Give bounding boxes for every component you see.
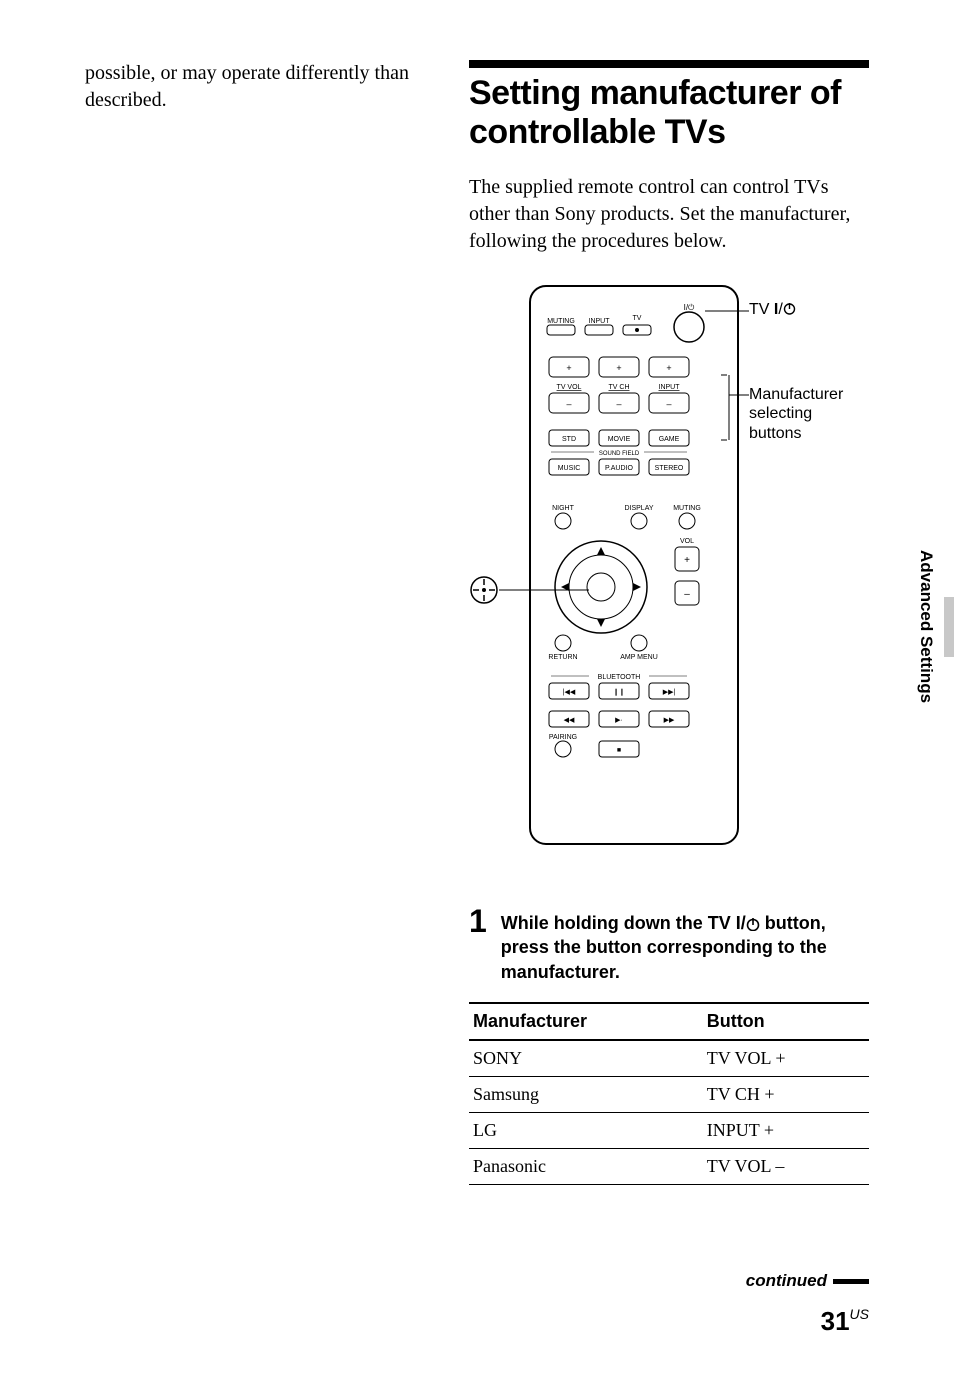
cell-mfr: SONY	[469, 1040, 703, 1077]
cell-btn: INPUT +	[703, 1113, 869, 1149]
svg-text:■: ■	[617, 747, 621, 754]
svg-text:▶·: ▶·	[615, 717, 623, 724]
svg-text:P.AUDIO: P.AUDIO	[605, 465, 633, 472]
cell-mfr: Samsung	[469, 1077, 703, 1113]
continued-bar	[833, 1279, 869, 1284]
svg-text:INPUT: INPUT	[589, 318, 611, 325]
table-row: Panasonic TV VOL –	[469, 1149, 869, 1185]
svg-text:MUTING: MUTING	[547, 318, 575, 325]
svg-text:MUSIC: MUSIC	[558, 465, 581, 472]
svg-text:SOUND FIELD: SOUND FIELD	[599, 451, 640, 457]
svg-text:TV CH: TV CH	[609, 384, 630, 391]
cell-mfr: Panasonic	[469, 1149, 703, 1185]
label-mfr-buttons: Manufacturer selecting buttons	[749, 385, 869, 443]
svg-text:INPUT: INPUT	[659, 384, 681, 391]
side-tab-marker	[944, 597, 954, 657]
svg-text:STD: STD	[562, 436, 576, 443]
svg-text:RETURN: RETURN	[548, 654, 577, 661]
svg-text:PAIRING: PAIRING	[549, 734, 577, 741]
step-number: 1	[469, 905, 487, 937]
remote-diagram: TV I/ Manufacturer selecting buttons MUT…	[469, 285, 869, 865]
svg-text:MOVIE: MOVIE	[608, 436, 631, 443]
step-1: 1 While holding down the TV I/ button, p…	[469, 905, 869, 984]
svg-text:+: +	[566, 363, 571, 373]
table-row: SONY TV VOL +	[469, 1040, 869, 1077]
section-side-tab: Advanced Settings	[916, 540, 954, 713]
svg-text:DISPLAY: DISPLAY	[624, 505, 653, 512]
step-instruction: While holding down the TV I/ button, pre…	[501, 905, 869, 984]
section-body: The supplied remote control can control …	[469, 174, 869, 255]
svg-text:▶▶|: ▶▶|	[663, 689, 676, 696]
continued-label: continued	[746, 1271, 827, 1291]
cell-btn: TV VOL –	[703, 1149, 869, 1185]
svg-text:+: +	[616, 363, 621, 373]
table-row: LG INPUT +	[469, 1113, 869, 1149]
th-manufacturer: Manufacturer	[469, 1003, 703, 1040]
section-title: Setting manufacturer of controllable TVs	[469, 74, 869, 152]
svg-text:STEREO: STEREO	[655, 465, 684, 472]
label-tv-power: TV I/	[749, 300, 796, 319]
table-row: Samsung TV CH +	[469, 1077, 869, 1113]
power-icon	[746, 917, 760, 931]
page-number: 31US	[821, 1306, 869, 1337]
svg-text:AMP MENU: AMP MENU	[620, 654, 658, 661]
svg-text:+: +	[666, 363, 671, 373]
svg-text:GAME: GAME	[659, 436, 680, 443]
svg-text:BLUETOOTH: BLUETOOTH	[598, 674, 641, 681]
power-icon	[783, 302, 796, 315]
dpad-indicator-icon	[469, 575, 499, 605]
remote-body: MUTING INPUT TV I/⏻ + TV VOL –	[529, 285, 739, 845]
svg-text:NIGHT: NIGHT	[552, 505, 575, 512]
svg-text:+: +	[684, 555, 690, 566]
svg-text:–: –	[616, 399, 621, 409]
svg-text:|◀◀: |◀◀	[563, 689, 576, 696]
side-tab-label: Advanced Settings	[916, 540, 944, 713]
svg-text:–: –	[566, 399, 571, 409]
svg-text:–: –	[666, 399, 671, 409]
cell-btn: TV CH +	[703, 1077, 869, 1113]
svg-text:▶▶: ▶▶	[664, 717, 675, 724]
svg-text:◀◀: ◀◀	[564, 717, 575, 724]
svg-text:VOL: VOL	[680, 538, 694, 545]
continued-indicator: continued	[746, 1271, 869, 1291]
intro-fragment: possible, or may operate differently tha…	[85, 60, 415, 114]
svg-text:MUTING: MUTING	[673, 505, 701, 512]
svg-text:I/⏻: I/⏻	[684, 303, 695, 312]
manufacturer-table: Manufacturer Button SONY TV VOL + Samsun…	[469, 1002, 869, 1185]
cell-mfr: LG	[469, 1113, 703, 1149]
svg-text:–: –	[684, 589, 690, 600]
svg-text:TV VOL: TV VOL	[557, 384, 582, 391]
svg-text:TV: TV	[633, 315, 642, 322]
section-rule	[469, 60, 869, 68]
cell-btn: TV VOL +	[703, 1040, 869, 1077]
svg-text:❙❙: ❙❙	[613, 688, 625, 696]
table-header-row: Manufacturer Button	[469, 1003, 869, 1040]
th-button: Button	[703, 1003, 869, 1040]
